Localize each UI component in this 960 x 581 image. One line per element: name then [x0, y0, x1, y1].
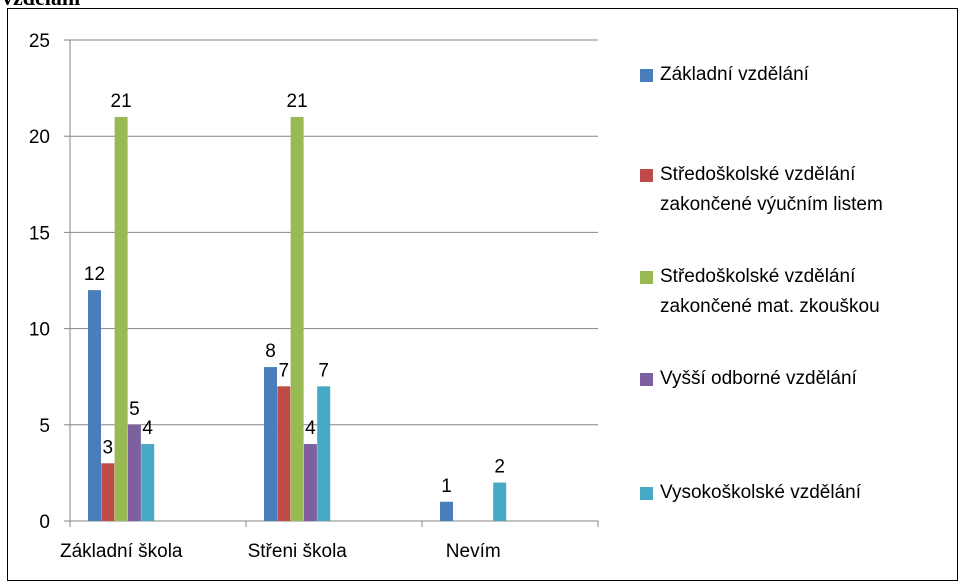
legend-item: Vysokoškolské vzdělání [640, 478, 940, 508]
chart-title: vzdělání [2, 0, 81, 10]
x-tick-label: Nevím [446, 541, 501, 562]
data-label: 4 [305, 418, 316, 439]
legend-swatch [640, 271, 653, 284]
bar [264, 367, 277, 521]
data-label: 7 [279, 360, 290, 381]
y-tick-label: 20 [29, 127, 50, 148]
y-tick-label: 25 [29, 31, 50, 52]
bar [317, 386, 331, 521]
bar [493, 482, 507, 521]
bar [277, 386, 291, 521]
bar [114, 116, 128, 522]
data-label: 4 [142, 418, 153, 439]
bar [127, 424, 141, 521]
data-label: 7 [318, 360, 329, 381]
legend-item: Středoškolské vzdělání zakončené mat. zk… [640, 262, 940, 322]
data-label: 5 [129, 399, 140, 420]
data-label: 21 [111, 91, 132, 112]
bar [88, 290, 101, 521]
data-label: 1 [441, 476, 452, 497]
legend-swatch [640, 69, 653, 82]
legend-swatch [640, 169, 653, 182]
legend-item: Středoškolské vzdělání zakončené výučním… [640, 160, 940, 220]
bar [303, 444, 317, 521]
bar [440, 501, 453, 521]
y-tick-label: 0 [39, 512, 50, 533]
legend-label: Vyšší odborné vzdělání [660, 368, 857, 389]
legend-label: Základní vzdělání [660, 64, 809, 85]
legend-label: Středoškolské vzdělání zakončené mat. zk… [660, 266, 880, 317]
legend-item: Vyšší odborné vzdělání [640, 364, 940, 394]
data-label: 2 [494, 457, 505, 478]
data-label: 8 [265, 341, 276, 362]
bar [290, 116, 304, 522]
y-tick-label: 5 [39, 416, 50, 437]
bar [101, 463, 115, 521]
data-label: 12 [84, 264, 105, 285]
legend-label: Středoškolské vzdělání zakončené výučním… [660, 164, 883, 215]
legend-label: Vysokoškolské vzdělání [660, 482, 862, 503]
data-label: 3 [103, 437, 114, 458]
bar [141, 444, 155, 521]
legend-swatch [640, 487, 653, 500]
x-tick-label: Střeni škola [248, 541, 348, 562]
y-tick-label: 15 [29, 223, 50, 244]
x-tick-label: Základní škola [60, 541, 183, 562]
y-tick-label: 10 [29, 320, 50, 341]
data-label: 21 [287, 91, 308, 112]
legend-item: Základní vzdělání [640, 60, 940, 90]
legend-swatch [640, 373, 653, 386]
